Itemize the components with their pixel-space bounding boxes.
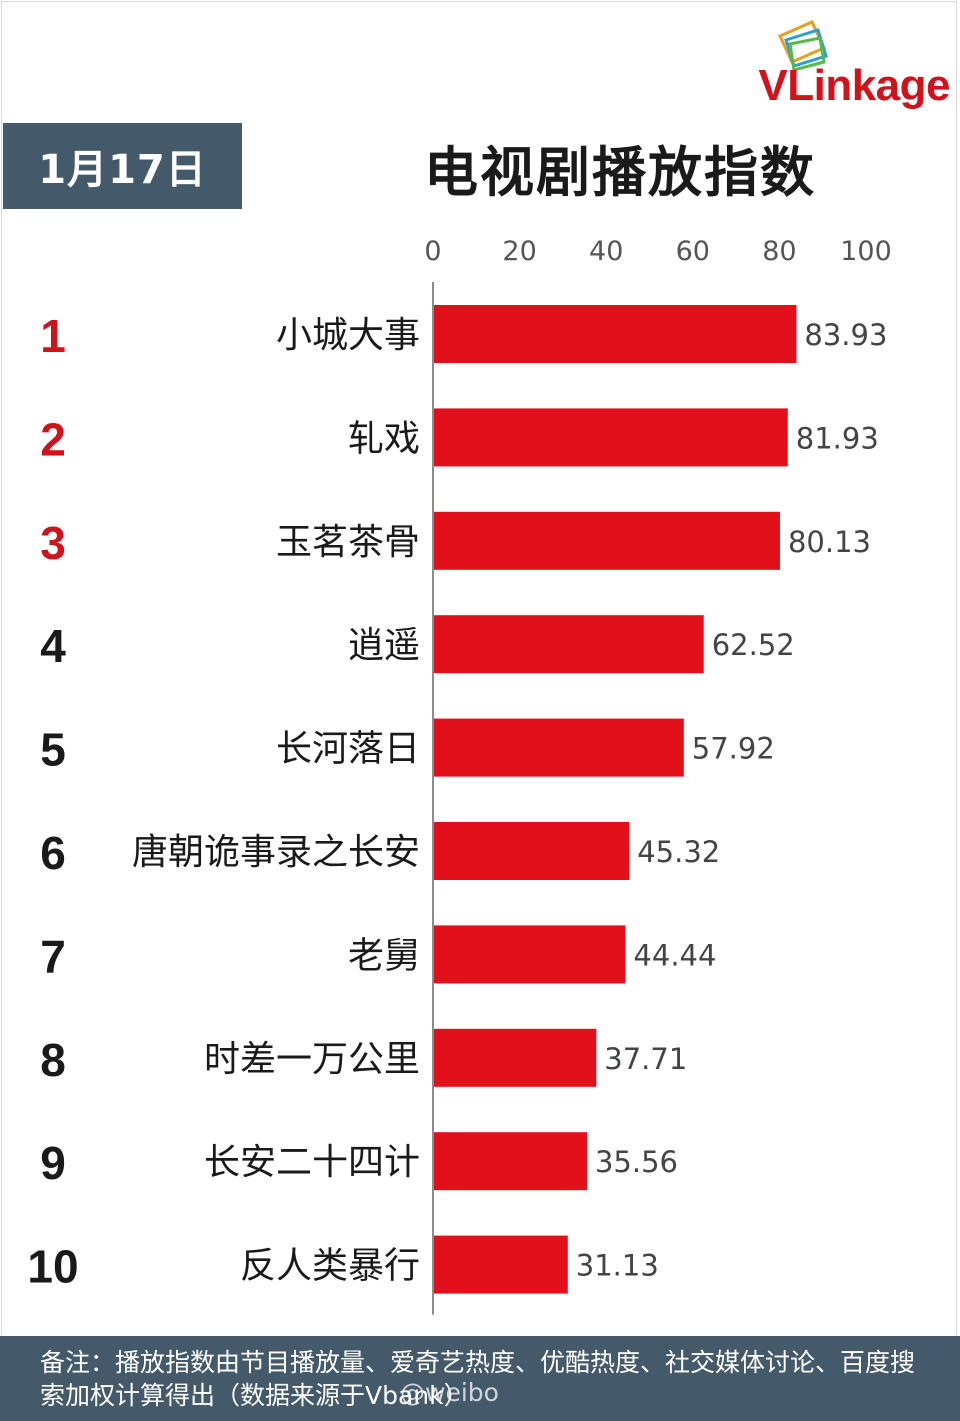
footer-note: 备注：播放指数由节目播放量、爱奇艺热度、优酷热度、社交媒体讨论、百度搜索加权计算… xyxy=(40,1348,916,1410)
x-tick-label: 60 xyxy=(676,236,710,267)
x-tick-label: 40 xyxy=(589,236,623,267)
x-tick-label: 0 xyxy=(424,236,441,267)
category-label: 反人类暴行 xyxy=(240,1246,420,1287)
bar-value-label: 44.44 xyxy=(633,938,716,972)
bar-value-label: 81.93 xyxy=(796,421,879,455)
vlinkage-logo: VLinkage xyxy=(720,18,950,108)
category-label: 逍遥 xyxy=(348,625,420,666)
x-tick-label: 100 xyxy=(840,236,892,267)
bar-value-label: 45.32 xyxy=(637,835,720,869)
chart-title: 电视剧播放指数 xyxy=(424,141,816,204)
logo-word-linkage: Linkage xyxy=(787,61,950,110)
bar-value-label: 57.92 xyxy=(692,732,775,766)
category-label: 唐朝诡事录之长安 xyxy=(132,832,420,873)
bar-value-label: 31.13 xyxy=(576,1249,659,1283)
bar-value-label: 62.52 xyxy=(712,628,795,662)
bar xyxy=(434,615,704,674)
bar xyxy=(434,1028,597,1087)
bar-value-label: 80.13 xyxy=(788,525,871,559)
footer-watermark: @weibo xyxy=(400,1378,499,1407)
rank-number: 4 xyxy=(40,620,66,672)
rank-number: 6 xyxy=(40,827,66,879)
x-tick-label: 80 xyxy=(762,236,796,267)
rank-number: 10 xyxy=(27,1241,78,1293)
category-label: 时差一万公里 xyxy=(204,1039,420,1080)
bar xyxy=(434,1235,568,1294)
category-label: 玉茗茶骨 xyxy=(276,522,420,563)
logo-cards-icon xyxy=(777,20,828,72)
category-label: 小城大事 xyxy=(276,315,420,356)
footer: 备注：播放指数由节目播放量、爱奇艺热度、优酷热度、社交媒体讨论、百度搜索加权计算… xyxy=(0,1336,960,1421)
category-label: 长安二十四计 xyxy=(204,1142,420,1183)
rank-number: 9 xyxy=(40,1137,66,1189)
category-label: 长河落日 xyxy=(276,729,420,770)
category-label: 老舅 xyxy=(348,935,420,976)
date-label: 1月17日 xyxy=(38,147,207,193)
x-tick-label: 20 xyxy=(502,236,536,267)
rank-number: 8 xyxy=(40,1034,66,1086)
bar xyxy=(434,305,797,363)
bar xyxy=(434,511,780,570)
bar-value-label: 37.71 xyxy=(604,1042,687,1076)
bar-value-label: 35.56 xyxy=(595,1145,678,1179)
rank-number: 5 xyxy=(40,724,66,776)
rank-number: 1 xyxy=(40,310,66,362)
bar-value-label: 83.93 xyxy=(804,318,887,352)
logo-letter-v: V xyxy=(758,61,788,110)
logo-wordmark: VLinkage xyxy=(758,64,950,108)
rank-number: 7 xyxy=(40,930,66,982)
bar xyxy=(434,1132,587,1191)
bar xyxy=(434,925,626,984)
bar xyxy=(434,408,788,467)
rank-number: 3 xyxy=(40,517,66,569)
rank-number: 2 xyxy=(40,413,66,465)
bar-chart: 0 20 40 60 80 100 83.93 小城大事 1 81.93 轧戏 2 80.13 玉茗茶骨 3… xyxy=(27,236,892,1315)
category-label: 轧戏 xyxy=(348,418,420,459)
date-badge: 1月17日 xyxy=(3,123,242,209)
bar xyxy=(434,718,684,777)
bar xyxy=(434,822,630,880)
